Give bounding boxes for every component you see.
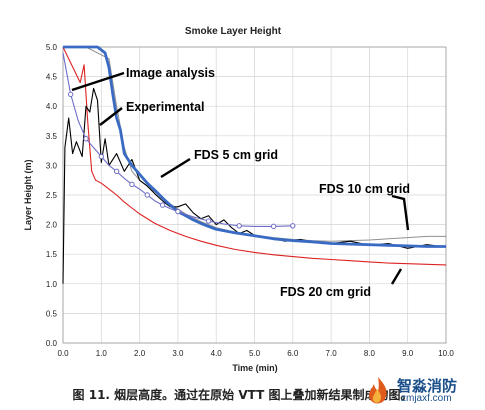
flame-logo-icon xyxy=(369,377,387,404)
y-tick-label: 1.0 xyxy=(46,280,58,289)
image-analysis-point xyxy=(236,223,242,229)
y-tick-label: 1.5 xyxy=(46,250,58,259)
image-analysis-point xyxy=(205,218,212,224)
fds20-arrow xyxy=(390,268,403,285)
y-tick-label: 2.0 xyxy=(46,221,58,230)
x-tick-label: 5.0 xyxy=(249,349,261,358)
fds10-arrow xyxy=(391,194,410,231)
y-tick-label: 2.5 xyxy=(46,191,58,200)
x-tick-label: 4.0 xyxy=(211,349,223,358)
image-analysis-point xyxy=(98,153,105,160)
x-axis-label: Time (min) xyxy=(232,363,277,373)
x-tick-label: 10.0 xyxy=(438,349,454,358)
watermark-logo: 智淼消防 zmjaxf.com xyxy=(361,375,479,407)
y-tick-label: 4.0 xyxy=(46,102,58,111)
x-tick-label: 9.0 xyxy=(402,349,414,358)
y-tick-label: 5.0 xyxy=(46,43,58,52)
annotation-fds5: FDS 5 cm grid xyxy=(194,148,278,162)
image-analysis-point xyxy=(144,192,150,198)
annotation-arrows xyxy=(71,71,410,285)
x-tick-label: 0.0 xyxy=(57,349,69,358)
image-analysis-point xyxy=(129,181,135,188)
annotation-fds20: FDS 20 cm grid xyxy=(280,285,371,299)
series-fds-20-cm-grid xyxy=(62,46,447,266)
fds5-arrow xyxy=(160,157,191,179)
y-axis-label: Layer Height (m) xyxy=(23,159,33,230)
image-analysis-point xyxy=(113,168,120,175)
x-tick-label: 8.0 xyxy=(364,349,376,358)
y-tick-label: 0.0 xyxy=(46,339,58,348)
image-analysis-arrow xyxy=(71,71,125,92)
x-tick-label: 3.0 xyxy=(172,349,184,358)
image-analysis-point xyxy=(83,136,89,142)
image-analysis-point xyxy=(67,91,74,98)
image-analysis-point xyxy=(175,208,181,215)
y-tick-label: 4.5 xyxy=(46,73,58,82)
experimental-arrow xyxy=(99,107,123,126)
image-analysis-point xyxy=(159,202,166,208)
image-analysis-markers xyxy=(67,91,296,230)
x-tick-label: 7.0 xyxy=(326,349,338,358)
chart-title: Smoke Layer Height xyxy=(185,26,282,37)
x-tick-label: 6.0 xyxy=(287,349,299,358)
series-fds-5-cm-grid xyxy=(63,45,446,248)
watermark-name: 智淼消防 xyxy=(397,377,458,395)
annotation-experimental: Experimental xyxy=(126,100,205,114)
y-tick-label: 3.5 xyxy=(46,132,58,141)
x-tick-label: 1.0 xyxy=(96,349,108,358)
figure-caption: 图 11. 烟层高度。通过在原始 VTT 图上叠加新结果制成的图。 xyxy=(72,388,413,402)
x-tick-label: 2.0 xyxy=(134,349,146,358)
watermark-url: zmjaxf.com xyxy=(401,393,452,404)
image-analysis-point xyxy=(270,223,277,230)
x-tick-labels: 0.0 1.0 2.0 3.0 4.0 5.0 6.0 7.0 8.0 9.0 10.0 xyxy=(57,349,454,358)
image-analysis-point xyxy=(290,223,296,229)
y-tick-labels: 0.0 0.5 1.0 1.5 2.0 2.5 3.0 3.5 4.0 4.5 5.0 xyxy=(46,43,58,348)
plot-area-border xyxy=(62,46,447,344)
y-tick-label: 0.5 xyxy=(46,309,58,318)
annotation-fds10: FDS 10 cm grid xyxy=(319,182,410,196)
annotation-image-analysis: Image analysis xyxy=(126,66,215,80)
y-tick-label: 3.0 xyxy=(46,161,58,170)
